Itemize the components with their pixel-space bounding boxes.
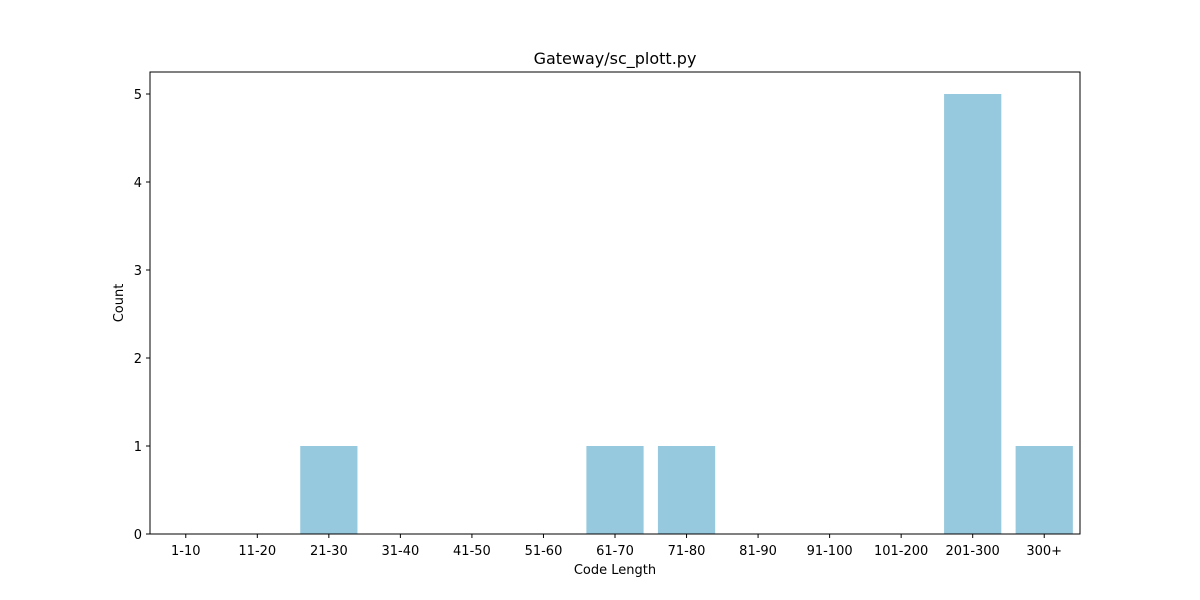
plot-frame bbox=[149, 71, 1081, 535]
x-tick-label: 101-200 bbox=[874, 544, 928, 559]
x-tick-label: 201-300 bbox=[946, 544, 1000, 559]
y-tick-label: 3 bbox=[134, 264, 142, 279]
x-tick-label: 11-20 bbox=[238, 544, 276, 559]
x-tick-label: 31-40 bbox=[381, 544, 419, 559]
x-tick-label: 41-50 bbox=[453, 544, 491, 559]
bar-21-30 bbox=[300, 446, 358, 534]
y-axis-label: Count bbox=[112, 284, 127, 323]
bar-61-70 bbox=[586, 446, 644, 534]
y-tick-label: 5 bbox=[134, 88, 142, 103]
x-tick-label: 91-100 bbox=[807, 544, 853, 559]
y-axis-ticks: 0 1 2 3 4 5 bbox=[134, 88, 150, 543]
y-tick-label: 0 bbox=[134, 528, 142, 543]
x-tick-label: 300+ bbox=[1026, 544, 1062, 559]
x-axis-ticks: 1-10 11-20 21-30 31-40 41-50 51-60 61-70 71-80 8… bbox=[171, 534, 1062, 559]
chart-title: Gateway/sc_plott.py bbox=[534, 49, 697, 69]
x-tick-label: 1-10 bbox=[171, 544, 201, 559]
y-tick-label: 4 bbox=[134, 176, 142, 191]
bar-300+ bbox=[1015, 446, 1073, 534]
y-tick-label: 2 bbox=[134, 352, 142, 367]
x-tick-label: 21-30 bbox=[310, 544, 348, 559]
bar-201-300 bbox=[944, 94, 1002, 534]
x-tick-label: 51-60 bbox=[525, 544, 563, 559]
bars bbox=[300, 94, 1073, 534]
x-tick-label: 81-90 bbox=[739, 544, 777, 559]
x-tick-label: 71-80 bbox=[668, 544, 706, 559]
y-tick-label: 1 bbox=[134, 440, 142, 455]
bar-71-80 bbox=[657, 446, 716, 534]
x-axis-label: Code Length bbox=[574, 563, 656, 578]
x-tick-label: 61-70 bbox=[596, 544, 634, 559]
